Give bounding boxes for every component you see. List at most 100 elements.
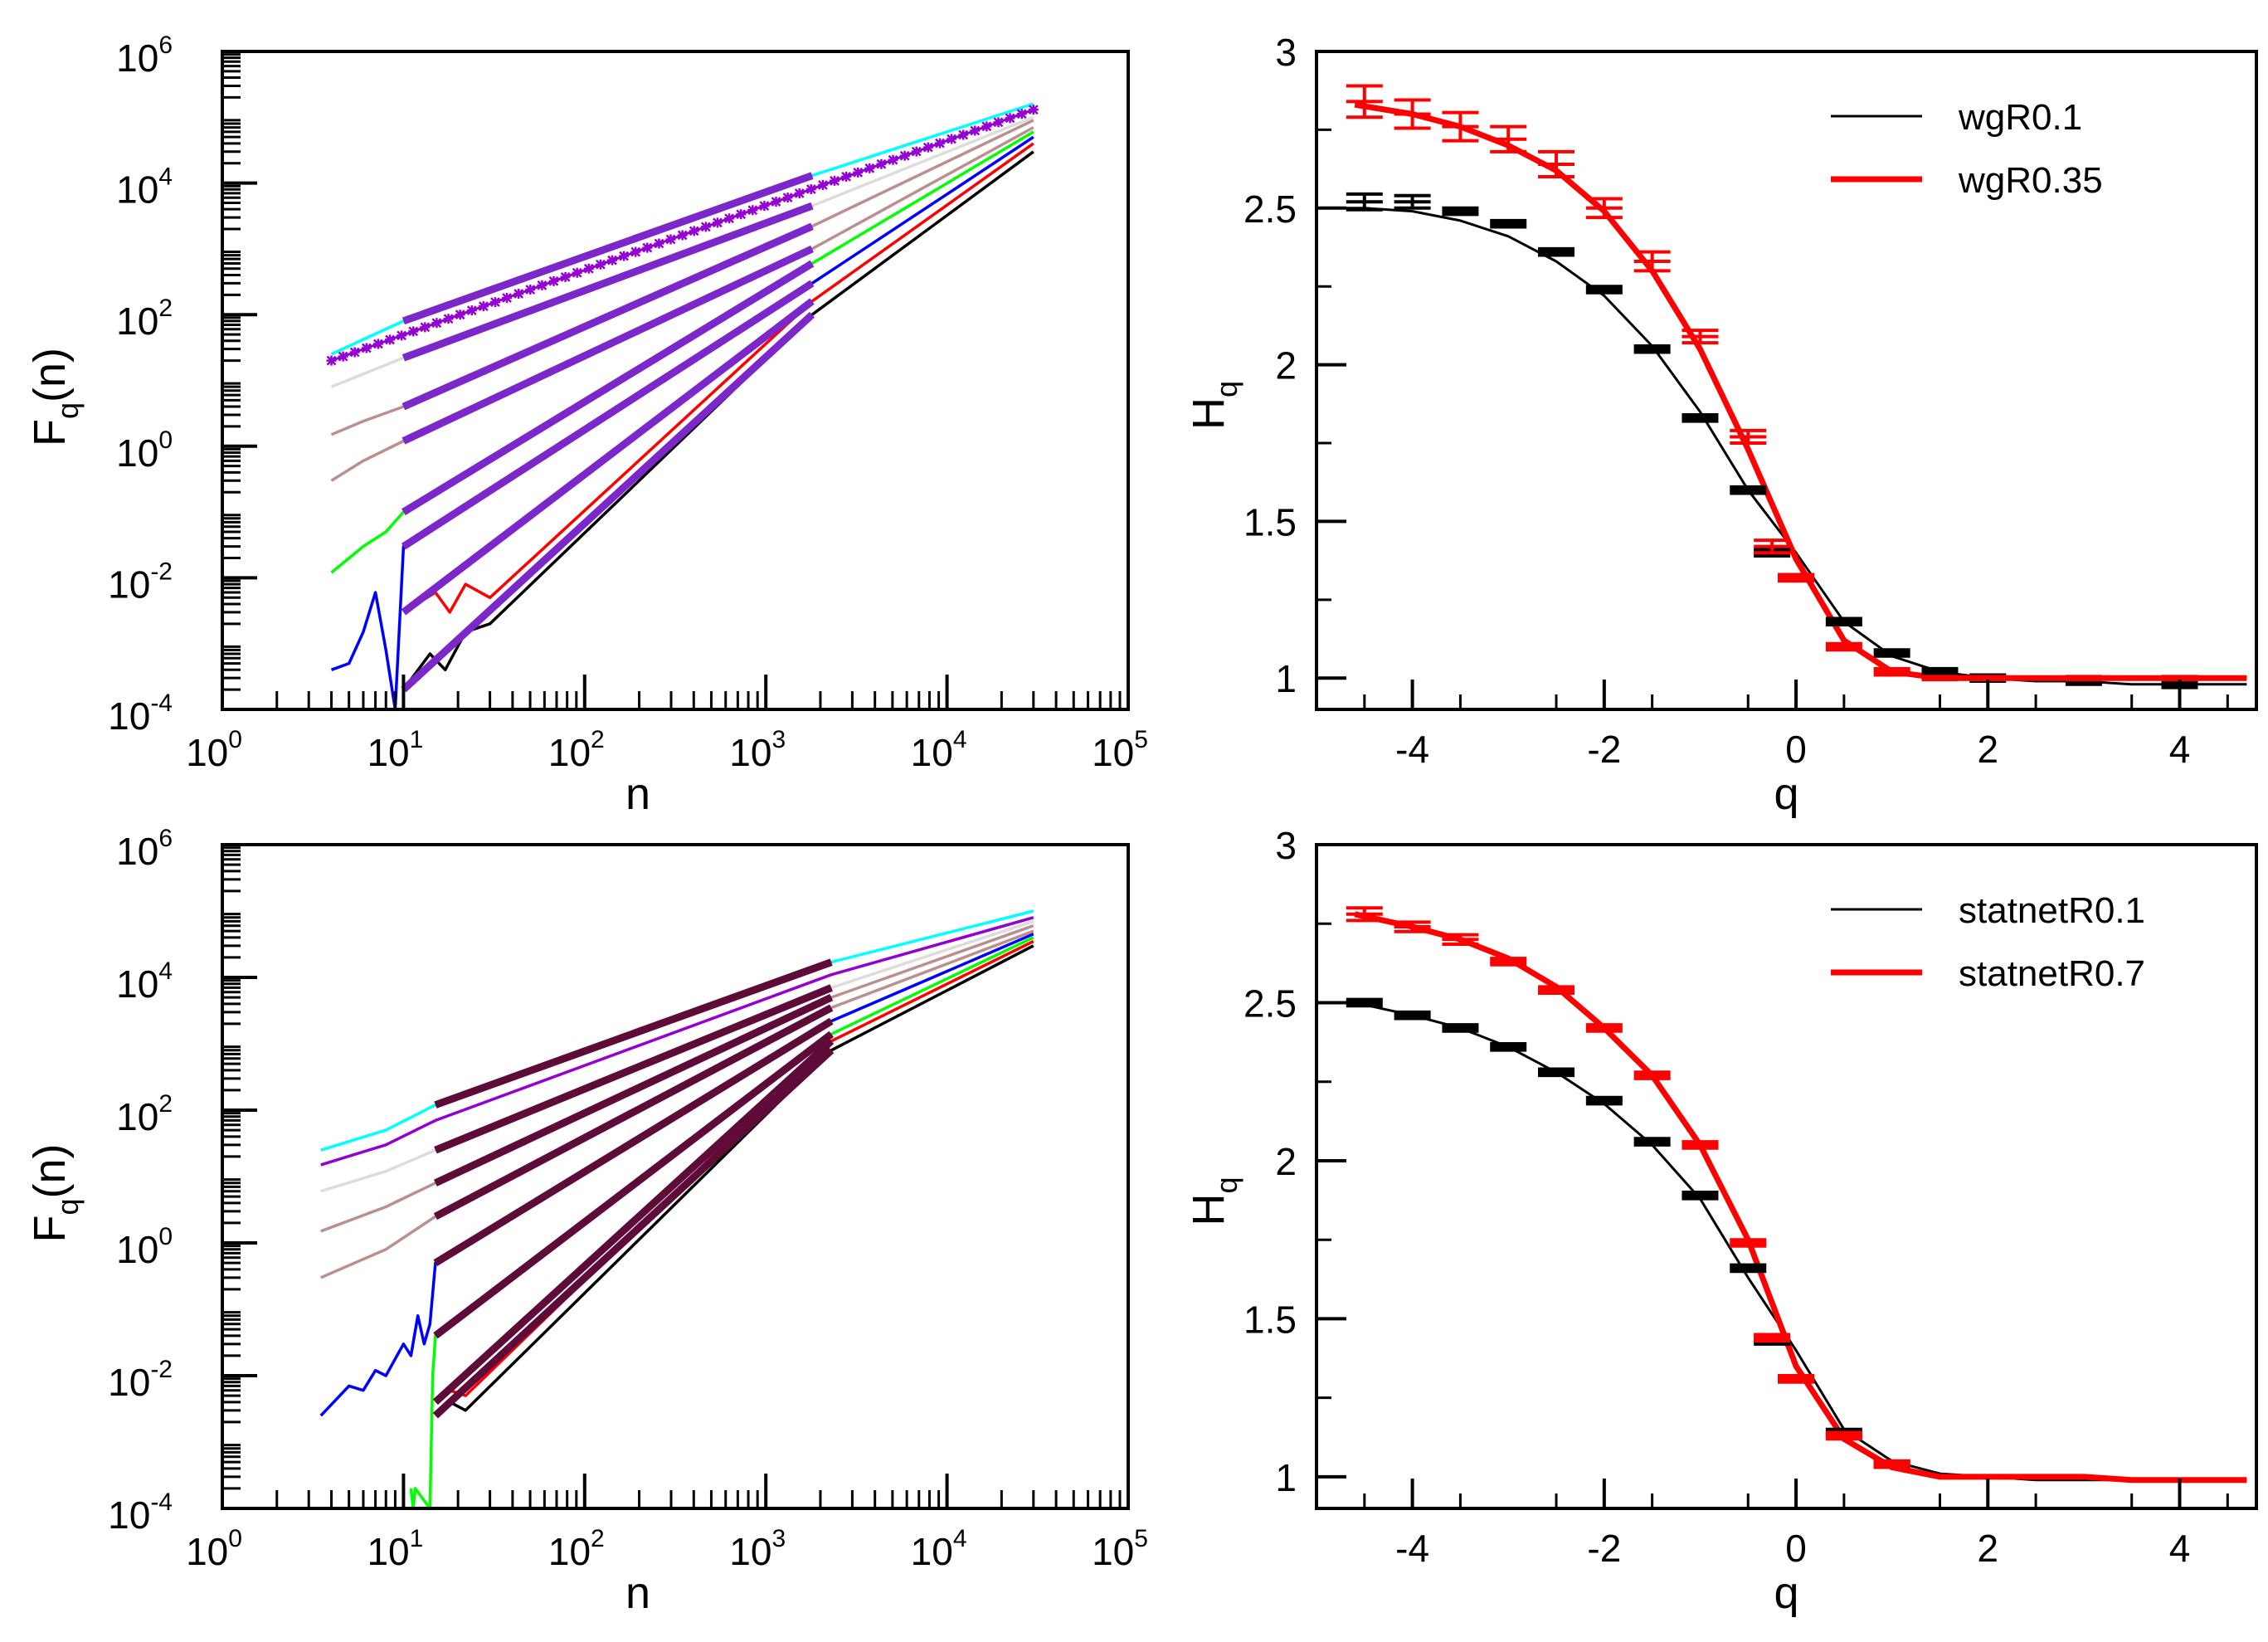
errorbar-wgR0.35: [1754, 538, 1791, 555]
star-marker: [1028, 105, 1039, 115]
y-tick-label: 3: [1275, 824, 1297, 867]
star-marker: [888, 154, 898, 165]
star-marker: [899, 150, 910, 161]
x-tick-label: 104: [911, 1525, 967, 1573]
fit-line-0: [402, 172, 814, 325]
errorbar-wgR0.1: [1825, 616, 1862, 627]
ticks: 100 101 102 103 104 105 10-4 10-2 100 102 104 106: [108, 32, 1148, 774]
star-marker: [1005, 113, 1015, 124]
star-marker: [689, 226, 699, 236]
star-marker: [724, 213, 735, 224]
x-tick-label: 0: [1785, 728, 1807, 771]
star-marker: [794, 188, 805, 199]
errorbar-statnetR0.7: [1538, 985, 1575, 996]
fit-line-2: [433, 994, 834, 1186]
plot-area: [319, 909, 1034, 1508]
star-marker: [443, 314, 454, 324]
errorbar-wgR0.35: [1490, 124, 1527, 153]
y-axis-label: Fq(n): [25, 348, 85, 446]
y-tick-label: 2.5: [1244, 982, 1297, 1025]
star-marker: [513, 288, 524, 299]
star-marker: [677, 230, 688, 241]
star-marker: [595, 259, 606, 270]
ticks: -4 -2 0 2 4 1 1.5 2 2.5 3: [1244, 31, 2229, 771]
errorbar-statnetR0.7: [1442, 933, 1479, 946]
errorbar-wgR0.35: [1730, 428, 1767, 446]
star-marker: [502, 293, 513, 304]
x-axis-label: q: [1774, 769, 1798, 819]
star-marker: [607, 255, 618, 266]
fit-line-4: [433, 1017, 834, 1266]
star-marker: [338, 351, 348, 362]
errorbar-statnetR0.1: [1633, 1137, 1671, 1147]
errorbar-statnetR0.7: [1873, 1459, 1910, 1469]
panel-bottom-right: -4 -2 0 2 411.522.53qHqstatnetR0.1statnetR0.…: [1184, 824, 2258, 1618]
errorbar-wgR0.35: [1346, 84, 1383, 119]
x-tick-label: 103: [729, 1525, 786, 1573]
star-marker: [958, 129, 969, 140]
fit-line-2: [402, 222, 814, 411]
errorbar-wgR0.35: [1969, 675, 2007, 682]
fit-line-4: [402, 260, 815, 515]
star-marker: [397, 330, 407, 341]
fit-line-5: [433, 1031, 834, 1339]
errorbar-statnetR0.7: [1346, 906, 1383, 923]
plot-area: [326, 102, 1039, 709]
errorbar-wgR0.1: [1921, 666, 1959, 677]
x-axis-label: q: [1774, 1568, 1798, 1618]
errorbar-wgR0.35: [1825, 641, 1862, 652]
star-marker: [560, 271, 571, 282]
x-tick-label: 102: [548, 1525, 605, 1573]
star-marker: [583, 263, 594, 274]
y-tick-label: 1: [1275, 657, 1297, 700]
plot-area: [1346, 906, 2247, 1484]
legend-label: statnetR0.1: [1959, 890, 2145, 931]
y-tick-label: 100: [116, 426, 173, 475]
star-marker: [864, 163, 875, 173]
x-tick-label: 105: [1092, 1525, 1148, 1573]
x-tick-label: 100: [186, 726, 242, 774]
star-marker: [841, 171, 852, 182]
y-tick-label: 102: [116, 295, 173, 343]
y-axis-label: Hq: [1184, 1177, 1244, 1225]
errorbar-wgR0.35: [1633, 250, 1671, 273]
x-tick-label: 100: [186, 1525, 242, 1573]
errorbar-wgR0.35: [1585, 197, 1623, 220]
x-tick-label: 103: [729, 726, 786, 774]
fit-line-0: [434, 958, 833, 1108]
errorbar-wgR0.1: [1585, 285, 1623, 295]
star-marker: [630, 246, 641, 257]
star-marker: [700, 222, 711, 232]
fit-line-3: [433, 1004, 834, 1221]
star-marker: [642, 242, 653, 253]
errorbar-statnetR0.7: [1825, 1430, 1862, 1441]
errorbar-wgR0.35: [1394, 98, 1431, 130]
y-tick-label: 2: [1275, 1140, 1297, 1183]
star-marker: [782, 192, 793, 203]
legend-label: wgR0.35: [1958, 160, 2103, 201]
star-marker: [372, 339, 383, 349]
errorbar-statnetR0.1: [1682, 1191, 1719, 1201]
star-marker: [771, 197, 781, 207]
x-axis-label: n: [625, 1568, 650, 1618]
star-marker: [525, 284, 536, 295]
errorbar-statnetR0.7: [1490, 957, 1527, 967]
star-marker: [361, 343, 372, 353]
errorbar-statnetR0.7: [1754, 1333, 1791, 1343]
errorbar-statnetR0.1: [1394, 1010, 1431, 1021]
fit-line-1: [434, 984, 833, 1154]
y-tick-label: 10-4: [108, 1489, 173, 1537]
errorbar-statnetR0.1: [1490, 1042, 1527, 1052]
errorbar-wgR0.1: [1873, 648, 1910, 658]
star-marker: [431, 318, 442, 329]
errorbar-wgR0.1: [1442, 206, 1479, 217]
star-marker: [876, 158, 887, 169]
star-marker: [759, 201, 770, 212]
plot-frame: [221, 50, 1130, 711]
curve-violet-1: [320, 916, 1034, 1167]
errorbar-wgR0.35: [1778, 573, 1815, 583]
errorbar-wgR0.35: [1442, 110, 1479, 143]
star-marker: [981, 121, 992, 132]
star-marker: [736, 209, 747, 220]
